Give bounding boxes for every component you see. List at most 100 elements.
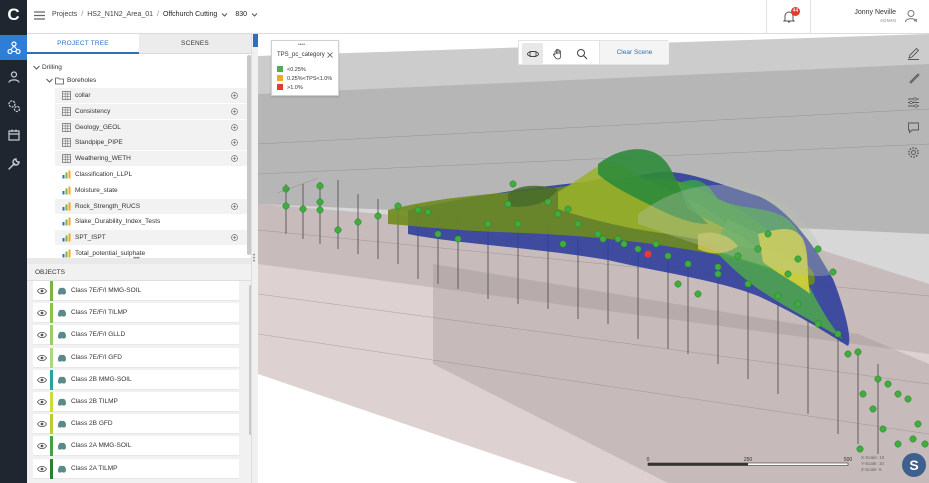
- sample-marker-low[interactable]: [454, 235, 462, 243]
- sample-marker-low[interactable]: [784, 270, 792, 278]
- object-row[interactable]: Class 7E/F/I GFD: [33, 347, 239, 368]
- sample-marker-low[interactable]: [634, 245, 642, 253]
- eye-icon[interactable]: [37, 442, 47, 450]
- sample-marker-low[interactable]: [620, 240, 628, 248]
- object-row[interactable]: Class 7E/F/I TILMP: [33, 303, 239, 324]
- app-logo[interactable]: C: [7, 5, 20, 24]
- tree-node-drilling[interactable]: Drilling: [27, 60, 251, 75]
- close-icon[interactable]: [327, 52, 333, 58]
- sample-marker-low[interactable]: [714, 263, 722, 271]
- sample-marker-low[interactable]: [844, 350, 852, 358]
- tree-item[interactable]: Weathering_WETH: [55, 151, 247, 167]
- eye-icon[interactable]: [37, 354, 47, 362]
- sample-marker-low[interactable]: [484, 220, 492, 228]
- sample-marker-low[interactable]: [316, 182, 324, 190]
- sample-marker-low[interactable]: [921, 440, 929, 448]
- sample-marker-low[interactable]: [574, 220, 582, 228]
- measure-tool-button[interactable]: [904, 44, 922, 62]
- rail-users-button[interactable]: [0, 64, 27, 89]
- legend-grip-icon[interactable]: ••••: [298, 42, 306, 48]
- sample-marker-low[interactable]: [282, 202, 290, 210]
- panel-collapse-tab[interactable]: [253, 34, 258, 47]
- sample-marker-low[interactable]: [744, 280, 752, 288]
- sample-marker-low[interactable]: [299, 205, 307, 213]
- sample-marker-low[interactable]: [834, 330, 842, 338]
- sample-marker-low[interactable]: [774, 292, 782, 300]
- filters-button[interactable]: [904, 93, 922, 111]
- sample-marker-low[interactable]: [874, 375, 882, 383]
- sample-marker-low[interactable]: [514, 220, 522, 228]
- comments-button[interactable]: [904, 118, 922, 136]
- sample-marker-low[interactable]: [879, 425, 887, 433]
- sample-marker-low[interactable]: [509, 180, 517, 188]
- tree-item[interactable]: Moisture_state: [55, 183, 247, 198]
- sample-marker-low[interactable]: [564, 205, 572, 213]
- sample-marker-low[interactable]: [894, 440, 902, 448]
- add-circle-icon[interactable]: [231, 92, 238, 99]
- add-circle-icon[interactable]: [231, 123, 238, 131]
- tab-project-tree[interactable]: PROJECT TREE: [27, 34, 139, 54]
- ruler-tool-button[interactable]: [904, 68, 922, 86]
- pan-tool-button[interactable]: [547, 43, 568, 64]
- sample-marker-low[interactable]: [282, 185, 290, 193]
- 3d-scene[interactable]: ───────────────: [258, 34, 929, 483]
- sample-marker-low[interactable]: [764, 230, 772, 238]
- tree-item[interactable]: Rock_Strength_RUCS: [55, 198, 247, 214]
- tree-item[interactable]: Standpipe_PIPE: [55, 135, 247, 151]
- rail-tools-button[interactable]: [0, 151, 27, 176]
- sample-marker-low[interactable]: [424, 208, 432, 216]
- breadcrumb-model[interactable]: 830: [235, 11, 247, 18]
- sample-marker-low[interactable]: [914, 420, 922, 428]
- sample-marker-low[interactable]: [664, 252, 672, 260]
- tree-item[interactable]: Geology_GEOL: [55, 119, 247, 135]
- sample-marker-low[interactable]: [652, 240, 660, 248]
- sample-marker-low[interactable]: [544, 198, 552, 206]
- sample-marker-high[interactable]: [644, 250, 652, 258]
- sample-marker-low[interactable]: [794, 255, 802, 263]
- add-circle-icon[interactable]: [231, 234, 238, 242]
- sample-marker-low[interactable]: [856, 445, 864, 453]
- tree-item[interactable]: Consistency: [55, 103, 247, 119]
- user-menu[interactable]: Jonny Neville ADMIN: [811, 0, 929, 33]
- sample-marker-low[interactable]: [904, 395, 912, 403]
- sample-marker-low[interactable]: [594, 230, 602, 238]
- sample-marker-low[interactable]: [394, 202, 402, 210]
- sample-marker-low[interactable]: [599, 235, 607, 243]
- object-row[interactable]: Class 2B GFD: [33, 414, 239, 435]
- tree-scrollbar[interactable]: [247, 55, 251, 255]
- object-row[interactable]: Class 2A TILMP: [33, 458, 239, 479]
- eye-icon[interactable]: [37, 309, 47, 317]
- settings-button[interactable]: [904, 143, 922, 161]
- chevron-down-icon[interactable]: [221, 11, 228, 18]
- eye-icon[interactable]: [37, 331, 47, 339]
- viewport-resize-handle[interactable]: • • •: [251, 34, 258, 483]
- rail-integrations-button[interactable]: [0, 93, 27, 118]
- legend-panel[interactable]: •••• TPS_pc_category <0.25% 0.25%<TPS<1.…: [271, 40, 339, 96]
- sample-marker-low[interactable]: [554, 210, 562, 218]
- sample-marker-low[interactable]: [694, 290, 702, 298]
- sample-marker-low[interactable]: [894, 390, 902, 398]
- rail-projects-button[interactable]: [0, 35, 27, 60]
- tree-item[interactable]: Classification_LLPL: [55, 167, 247, 182]
- sample-marker-low[interactable]: [674, 280, 682, 288]
- sample-marker-low[interactable]: [334, 226, 342, 234]
- sample-marker-low[interactable]: [434, 230, 442, 238]
- sample-marker-low[interactable]: [316, 198, 324, 206]
- breadcrumb-site[interactable]: Offchurch Cutting: [162, 11, 218, 18]
- sample-marker-low[interactable]: [829, 268, 837, 276]
- eye-icon[interactable]: [37, 398, 47, 406]
- tree-item[interactable]: SPT_ISPT: [55, 230, 247, 246]
- breadcrumb-projects[interactable]: Projects: [52, 11, 78, 18]
- object-row[interactable]: Class 2B MMG-SOIL: [33, 369, 239, 390]
- sample-marker-low[interactable]: [414, 206, 422, 214]
- tree-item[interactable]: Total_potential_sulphate: [55, 246, 247, 258]
- sample-marker-low[interactable]: [909, 435, 917, 443]
- sample-marker-low[interactable]: [354, 218, 362, 226]
- add-circle-icon[interactable]: [231, 139, 238, 147]
- sample-marker-low[interactable]: [614, 235, 622, 243]
- panel-resize-handle[interactable]: ••••: [27, 256, 251, 264]
- sample-marker-low[interactable]: [884, 380, 892, 388]
- tree-item[interactable]: collar: [55, 88, 247, 103]
- eye-icon[interactable]: [37, 420, 47, 428]
- chevron-down-icon[interactable]: [251, 11, 258, 18]
